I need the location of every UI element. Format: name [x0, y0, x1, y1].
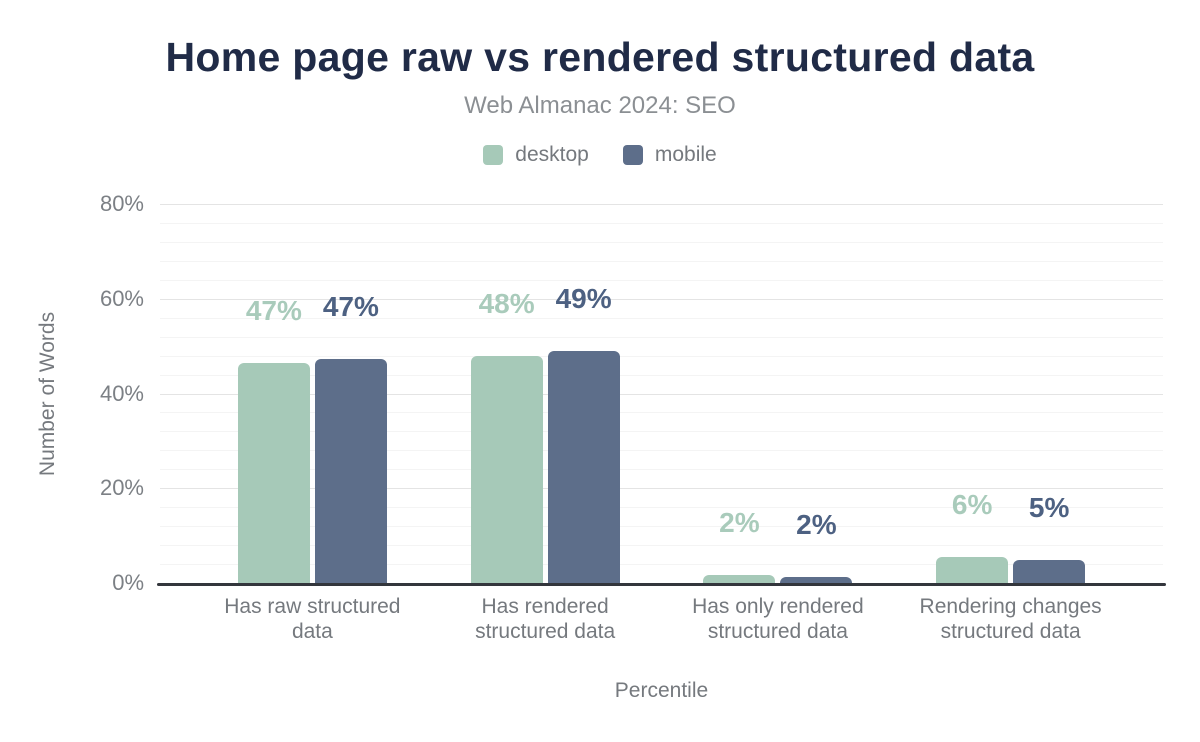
legend-label: desktop [515, 143, 589, 166]
legend-swatch-mobile [622, 145, 643, 165]
y-axis-tick-labels: 0% 20% 40% 60% 80% [0, 191, 144, 595]
legend: desktop mobile [0, 143, 1200, 167]
major-gridline [160, 298, 1163, 300]
bar-slot-desktop: 48% [470, 204, 543, 583]
x-category-label: Has raw structured data [224, 595, 401, 644]
bar-mobile [314, 358, 387, 583]
minor-gridline [160, 412, 1163, 414]
bar-desktop [703, 574, 776, 583]
y-tick-label: 20% [99, 475, 144, 501]
minor-gridline [160, 469, 1163, 471]
bar-slot-mobile: 47% [314, 204, 387, 583]
bar-group: 48% 49% [429, 204, 662, 583]
bar-group: 2% 2% [662, 204, 895, 583]
bar-mobile [780, 576, 853, 583]
legend-swatch-desktop [483, 145, 504, 165]
bars-row: 47% 47% 48% 49% 2% 2% 6% 5% [160, 204, 1163, 583]
x-axis-title: Percentile [614, 679, 709, 702]
minor-gridline [160, 241, 1163, 243]
bar-value-label-desktop: 6% [951, 488, 993, 520]
major-gridline [160, 393, 1163, 395]
bar-group: 47% 47% [196, 204, 429, 583]
y-axis-title: Number of Words [36, 311, 59, 477]
bar-slot-desktop: 2% [703, 204, 776, 583]
major-gridline [160, 204, 1163, 205]
bar-slot-mobile: 2% [780, 204, 853, 583]
bar-slot-mobile: 49% [547, 204, 620, 583]
minor-gridline [160, 450, 1163, 452]
minor-gridline [160, 336, 1163, 338]
bar-mobile [1013, 559, 1086, 583]
bar-desktop [936, 556, 1009, 583]
legend-item-desktop: desktop [483, 143, 589, 167]
minor-gridline [160, 545, 1163, 547]
bar-desktop [237, 362, 310, 583]
minor-gridline [160, 507, 1163, 509]
bar-mobile [547, 350, 620, 583]
minor-gridline [160, 317, 1163, 319]
x-axis-category-labels: Has raw structured data Has rendered struct… [160, 594, 1163, 644]
x-category-label: Rendering changes structured data [919, 595, 1102, 644]
minor-gridline [160, 526, 1163, 528]
minor-gridline [160, 431, 1163, 433]
x-category-label: Has only rendered structured data [692, 595, 864, 644]
minor-gridline [160, 279, 1163, 281]
minor-gridline [160, 564, 1163, 566]
minor-gridline [160, 260, 1163, 262]
major-gridline [160, 488, 1163, 490]
x-axis-baseline [157, 583, 1166, 586]
bar-slot-desktop: 47% [237, 204, 310, 583]
x-category-label: Has rendered structured data [475, 595, 616, 644]
y-tick-label: 80% [99, 191, 144, 216]
bar-value-label-mobile: 49% [555, 282, 612, 314]
legend-label: mobile [654, 143, 717, 166]
y-tick-label: 60% [99, 285, 144, 311]
bar-slot-mobile: 5% [1013, 204, 1086, 583]
bar-slot-desktop: 6% [936, 204, 1009, 583]
y-tick-label: 0% [112, 570, 144, 595]
minor-gridline [160, 355, 1163, 357]
bar-group: 6% 5% [894, 204, 1127, 583]
bar-value-label-desktop: 48% [478, 287, 535, 319]
bar-value-label-desktop: 47% [245, 294, 302, 326]
minor-gridline [160, 222, 1163, 224]
bar-value-label-mobile: 47% [322, 290, 379, 322]
bar-value-label-mobile: 2% [796, 508, 837, 540]
chart-subtitle: Web Almanac 2024: SEO [464, 92, 736, 119]
chart-title: Home page raw vs rendered structured dat… [165, 34, 1035, 80]
bar-value-label-desktop: 2% [719, 506, 760, 538]
y-tick-label: 40% [99, 380, 144, 406]
plot-area: 47% 47% 48% 49% 2% 2% 6% 5% [157, 204, 1166, 586]
minor-gridline [160, 374, 1163, 376]
legend-item-mobile: mobile [622, 143, 717, 167]
bar-value-label-mobile: 5% [1028, 491, 1070, 523]
bar-desktop [470, 355, 543, 583]
